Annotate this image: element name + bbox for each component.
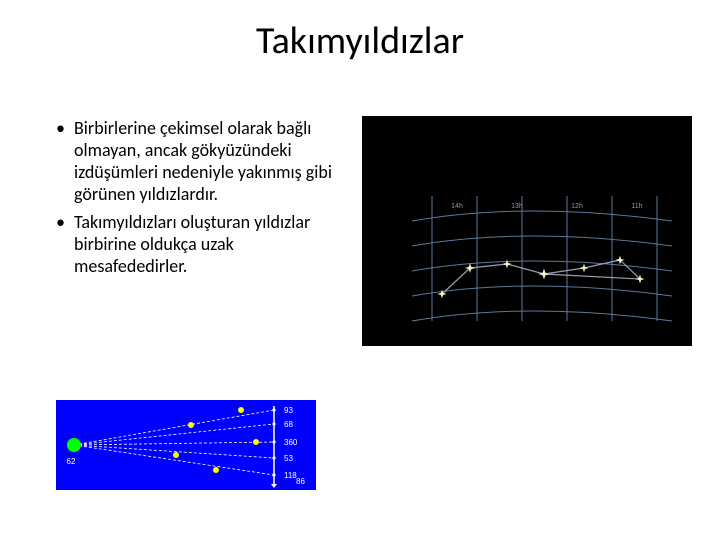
bullet-list: Birbirlerine çekimsel olarak bağlı olmay… — [56, 118, 346, 278]
svg-text:93: 93 — [284, 406, 293, 415]
svg-text:14h: 14h — [451, 203, 463, 210]
svg-text:53: 53 — [284, 454, 293, 463]
svg-text:11h: 11h — [631, 203, 642, 210]
svg-text:12h: 12h — [571, 203, 583, 210]
svg-text:68: 68 — [284, 420, 293, 429]
constellation-sky-diagram: 14h 13h 12h 11h — [362, 116, 692, 346]
svg-text:86: 86 — [296, 477, 305, 486]
page-title: Takımyıldızlar — [0, 18, 720, 64]
svg-text:62: 62 — [67, 457, 76, 466]
list-item: Birbirlerine çekimsel olarak bağlı olmay… — [56, 118, 346, 206]
bullet-region: Birbirlerine çekimsel olarak bağlı olmay… — [56, 118, 346, 284]
projection-distance-diagram: 9368360531186286 — [56, 400, 316, 490]
slide: Takımyıldızlar Birbirlerine çekimsel ola… — [0, 0, 720, 540]
svg-text:360: 360 — [284, 438, 298, 447]
list-item: Takımyıldızları oluşturan yıldızlar birb… — [56, 212, 346, 278]
svg-text:13h: 13h — [511, 203, 523, 210]
